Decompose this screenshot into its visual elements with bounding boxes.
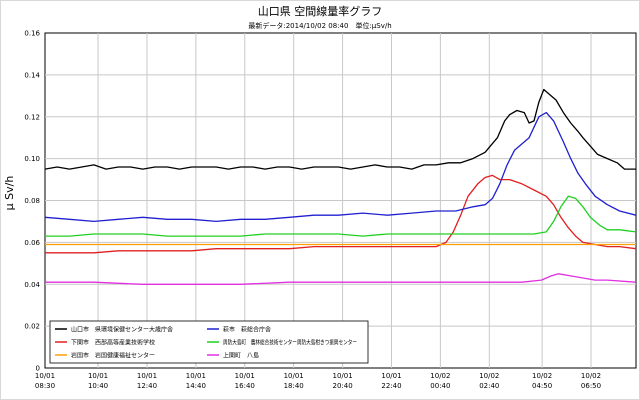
x-tick-label-time: 04:50 [532,382,552,390]
x-tick-label-date: 10/01 [235,372,255,380]
x-tick-label-date: 10/01 [332,372,352,380]
x-tick-label-date: 10/01 [381,372,401,380]
x-tick-label-date: 10/02 [532,372,552,380]
x-tick-label-date: 10/01 [137,372,157,380]
x-tick-label-time: 16:40 [235,382,255,390]
x-tick-label-time: 02:40 [479,382,499,390]
legend-entry-label: 周防大島町 農林総合技術センター周防大島柑きつ振興センター [223,339,357,347]
x-tick-label-time: 20:40 [332,382,352,390]
x-tick-label-time: 18:40 [284,382,304,390]
series-line-5 [45,195,637,237]
y-axis-label: μ Sv/h [3,176,16,211]
y-tick-label: 0.16 [24,30,40,38]
x-tick-label-date: 10/02 [479,372,499,380]
series-line-6 [45,273,637,285]
x-tick-label-date: 10/01 [284,372,304,380]
axis-layer: 0 0.02 0.04 0.06 0.08 0.10 0.12 0.14 0.16 10/01 08… [24,30,601,391]
legend-entry-label: 山口市 県環境保健センター大歳庁舎 [71,326,173,334]
series-line-1 [44,88,636,170]
x-tick-label-date: 10/01 [88,372,108,380]
series-line-4 [44,111,637,223]
y-tick-label: 0.12 [24,113,40,121]
y-tick-label: 0.14 [24,71,40,79]
x-tick-label-time: 22:40 [381,382,401,390]
y-tick-label: 0 [36,365,40,373]
x-tick-label-time: 08:30 [35,382,55,390]
grid-layer [44,32,637,369]
y-tick-label: 0.02 [24,323,40,331]
y-tick-label: 0.04 [24,281,40,289]
legend-entry-label: 萩市 萩総合庁舎 [223,326,271,334]
x-tick-label-time: 10:40 [88,382,108,390]
x-tick-label-date: 10/02 [581,372,601,380]
y-tick-label: 0.08 [24,197,40,205]
legend-entry-label: 岩国市 岩国健康福祉センター [71,352,155,360]
series-layer [44,88,637,285]
x-tick-label-time: 12:40 [137,382,157,390]
x-tick-label-time: 06:50 [581,382,601,390]
x-tick-label-time: 00:40 [430,382,450,390]
chart-subtitle: 最新データ:2014/10/02 08:40 単位:μSv/h [248,21,391,30]
series-line-2 [45,174,637,254]
x-tick-label-date: 10/01 [35,372,55,380]
x-tick-label-time: 14:40 [186,382,206,390]
legend-entry-label: 下関市 西部高等産業技術学校 [71,339,155,347]
y-tick-label: 0.06 [24,239,40,247]
chart-title: 山口県 空間線量率グラフ [258,4,383,18]
y-tick-label: 0.10 [24,155,40,163]
legend-entry-label: 上関町 八島 [223,352,259,360]
x-tick-label-date: 10/02 [430,372,450,380]
x-tick-label-date: 10/01 [186,372,206,380]
